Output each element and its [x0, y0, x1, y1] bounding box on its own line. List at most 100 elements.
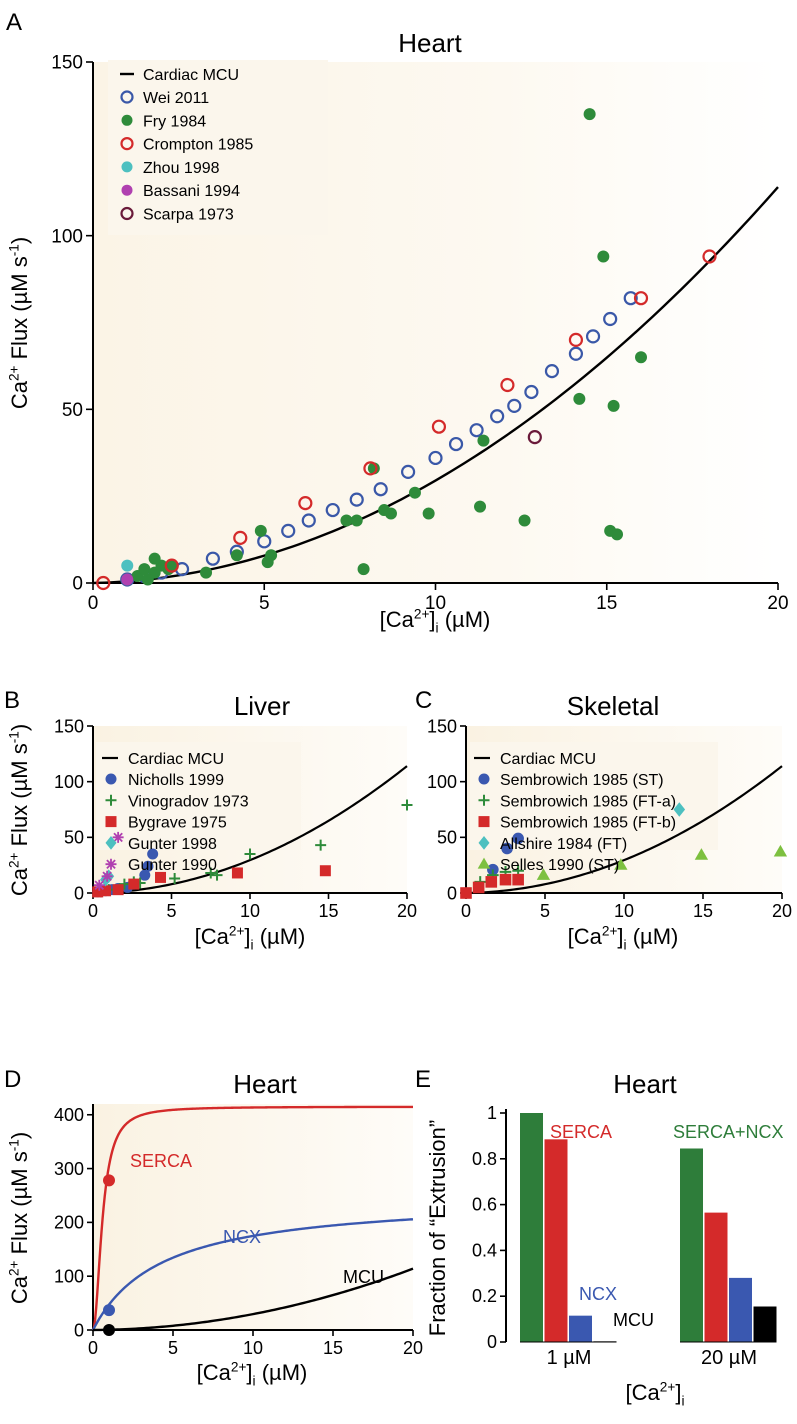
point-fry-1984	[165, 559, 178, 572]
point-crompton-1985	[164, 558, 179, 573]
legend-label-cardiac-mcu: Cardiac MCU	[500, 751, 596, 768]
x-tick-label-20: 20	[772, 901, 792, 921]
point-fry-1984	[357, 563, 370, 576]
legend-swatch-selles-1990-st	[477, 857, 491, 869]
marker-serca	[103, 1174, 115, 1187]
point-selles-1990-st	[694, 848, 709, 860]
serca-curve	[91, 1105, 413, 1331]
point-wei-2011	[428, 450, 443, 466]
x-tick-label-10: 10	[614, 901, 634, 921]
legend-swatch-allshire-1984-ft	[478, 836, 490, 850]
plot-background	[93, 1104, 413, 1330]
point-vinogradov-1973	[211, 869, 223, 881]
y-tick-label-50: 50	[437, 828, 457, 848]
point-vinogradov-1973	[244, 848, 256, 860]
point-sembrowich-1985-st	[512, 832, 524, 845]
series-scarpa-1973	[527, 430, 542, 445]
legend-label-gunter-1990: Gunter 1990	[128, 857, 217, 874]
bar-ncx-1-m	[569, 1315, 592, 1342]
point-wei-2011	[507, 398, 522, 413]
point-fry-1984	[607, 399, 620, 412]
legend-swatch-sembrowich-1985-st	[478, 773, 490, 785]
point-fry-1984	[422, 507, 435, 520]
x-tick-label-0: 0	[88, 1338, 98, 1358]
point-sembrowich-1985-ft-b	[472, 881, 485, 894]
x-tick-label-15: 15	[693, 901, 713, 921]
y-tick-label-0.4: 0.4	[472, 1240, 497, 1260]
point-fry-1984	[200, 566, 213, 579]
y-tick-label-50: 50	[62, 400, 83, 421]
point-bygrave-1975	[100, 885, 112, 897]
category-label-1-m: 1 µM	[547, 1347, 592, 1369]
x-tick-label-10: 10	[425, 593, 446, 614]
legend: Cardiac MCU Nicholls 1999 Vinogradov 1973 B…	[102, 751, 249, 874]
point-wei-2011	[623, 291, 638, 306]
legend-label-scarpa-1973: Scarpa 1973	[143, 207, 234, 224]
x-tick-label-5: 5	[259, 593, 270, 614]
point-vinogradov-1973	[205, 867, 217, 879]
x-tick-label-20: 20	[403, 1338, 423, 1358]
legend-swatch-zhou-1998	[121, 161, 133, 173]
point-bygrave-1975	[128, 878, 140, 890]
point-wei-2011	[401, 464, 416, 479]
series-crompton-1985	[96, 249, 717, 591]
point-wei-2011	[603, 311, 618, 327]
bar-mcu-20-m	[753, 1306, 777, 1342]
x-tick-label-5: 5	[168, 1338, 178, 1358]
point-fry-1984	[408, 486, 421, 499]
point-wei-2011	[281, 523, 296, 539]
legend-box	[470, 742, 718, 850]
chart-title: Heart	[613, 1069, 677, 1099]
point-fry-1984	[384, 507, 397, 520]
ncx-bar-label: NCX	[579, 1284, 617, 1304]
legend-label-fry-1984: Fry 1984	[143, 113, 206, 130]
series-sembrowich-1985-ft-b	[460, 873, 524, 899]
y-axis-title: Ca2+ Flux (µM s-1)	[7, 724, 32, 896]
bar-serca-20-m	[704, 1212, 728, 1342]
point-wei-2011	[205, 551, 220, 566]
y-tick-label-200: 200	[54, 1213, 84, 1233]
point-fry-1984	[148, 552, 161, 565]
legend-label-sembrowich-1985-ft-a: Sembrowich 1985 (FT-a)	[500, 793, 676, 810]
point-fry-1984	[138, 563, 151, 576]
panel-label: B	[4, 687, 20, 714]
point-crompton-1985	[500, 377, 515, 393]
legend-label-cardiac-mcu: Cardiac MCU	[143, 67, 239, 84]
legend-swatch-gunter-1998	[105, 836, 117, 850]
point-fry-1984	[597, 250, 610, 263]
point-bygrave-1975	[92, 886, 104, 898]
point-bygrave-1975	[319, 865, 331, 877]
y-tick-label-300: 300	[54, 1159, 84, 1179]
y-tick-label-0: 0	[487, 1332, 497, 1352]
y-tick-label-0: 0	[74, 1320, 84, 1340]
point-sembrowich-1985-ft-b	[499, 873, 512, 886]
point-gunter-1990	[93, 879, 105, 891]
legend-label-nicholls-1999: Nicholls 1999	[128, 772, 224, 789]
y-tick-label-400: 400	[54, 1105, 84, 1125]
legend-swatch-nicholls-1999	[105, 773, 117, 785]
y-tick-label-0.6: 0.6	[472, 1195, 497, 1215]
point-fry-1984	[611, 528, 624, 541]
legend-label-zhou-1998: Zhou 1998	[143, 160, 220, 177]
mcu-curve	[92, 765, 408, 895]
panel-b: B Liver 0 5 10 15 20 0 50 100 150 Cardiac MCU Nichol…	[4, 687, 417, 953]
series-bassani-1994	[121, 573, 134, 586]
chart-title: Heart	[233, 1069, 297, 1099]
x-tick-label-15: 15	[323, 1338, 343, 1358]
y-tick-label-150: 150	[54, 716, 84, 736]
x-axis-title: [Ca2+]i (µM)	[197, 1360, 308, 1389]
point-fry-1984	[573, 392, 586, 405]
point-vinogradov-1973	[315, 839, 327, 851]
legend-swatch-sembrowich-1985-ft-b	[478, 816, 490, 828]
legend-box	[96, 742, 301, 850]
x-tick-label-15: 15	[318, 901, 338, 921]
point-fry-1984	[477, 434, 490, 447]
point-wei-2011	[448, 436, 464, 452]
point-wei-2011	[373, 482, 388, 497]
panel-label: A	[6, 9, 22, 36]
point-wei-2011	[301, 513, 316, 528]
point-bygrave-1975	[155, 871, 167, 883]
series-zhou-1998	[121, 559, 134, 572]
